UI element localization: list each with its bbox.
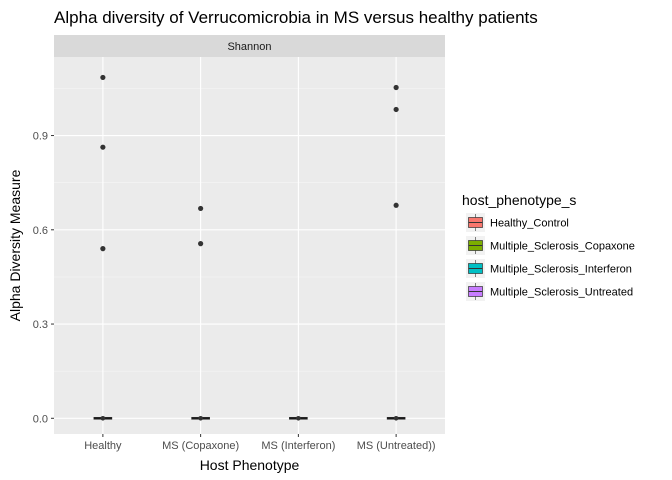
legend: host_phenotype_s Healthy_Control Multiple… [462,192,635,301]
x-tick-label: MS (Interferon) [261,440,335,452]
chart-title: Alpha diversity of Verrucomicrobia in MS… [54,8,538,27]
y-axis-title: Alpha Diversity Measure [7,169,23,321]
facet-strip [54,35,445,57]
y-tick-label: 0.3 [33,319,48,331]
legend-label: Multiple_Sclerosis_Untreated [490,287,633,299]
y-tick-label: 0.9 [33,131,48,143]
plot-panel [54,57,445,434]
outlier-point [100,74,106,81]
outlier-point [100,246,106,252]
outlier-point [393,84,399,91]
y-tick-label: 0.6 [33,225,48,237]
legend-entry: Multiple_Sclerosis_Interferon [466,259,632,278]
outlier-point [198,205,204,212]
x-axis-title: Host Phenotype [200,457,300,473]
y-tick-label: 0.0 [33,413,48,425]
legend-entry: Multiple_Sclerosis_Untreated [466,282,633,301]
minor-gridlines [54,88,445,372]
x-tick-label: MS (Untreated)) [357,440,436,452]
median-point [296,415,301,421]
outlier-points [100,74,399,421]
x-axis: Healthy MS (Copaxone) MS (Interferon) MS (U… [84,434,436,452]
x-tick-label: Healthy [84,440,122,452]
legend-label: Healthy_Control [490,218,569,230]
median-point [100,415,106,421]
median-point [393,415,399,421]
x-tick-label: MS (Copaxone) [162,440,239,452]
y-axis: 0.0 0.3 0.6 0.9 [33,131,54,425]
legend-entry: Healthy_Control [466,213,569,232]
median-point [198,415,203,421]
facet-label: Shannon [227,41,271,53]
legend-title: host_phenotype_s [462,192,576,208]
legend-label: Multiple_Sclerosis_Copaxone [490,241,635,253]
outlier-point [393,106,399,113]
legend-entry: Multiple_Sclerosis_Copaxone [466,236,635,255]
outlier-point [198,241,204,247]
legend-entries: Healthy_Control Multiple_Sclerosis_Copaxo… [466,213,635,301]
outlier-point [100,144,106,150]
outlier-point [393,202,399,208]
legend-label: Multiple_Sclerosis_Interferon [490,264,632,276]
